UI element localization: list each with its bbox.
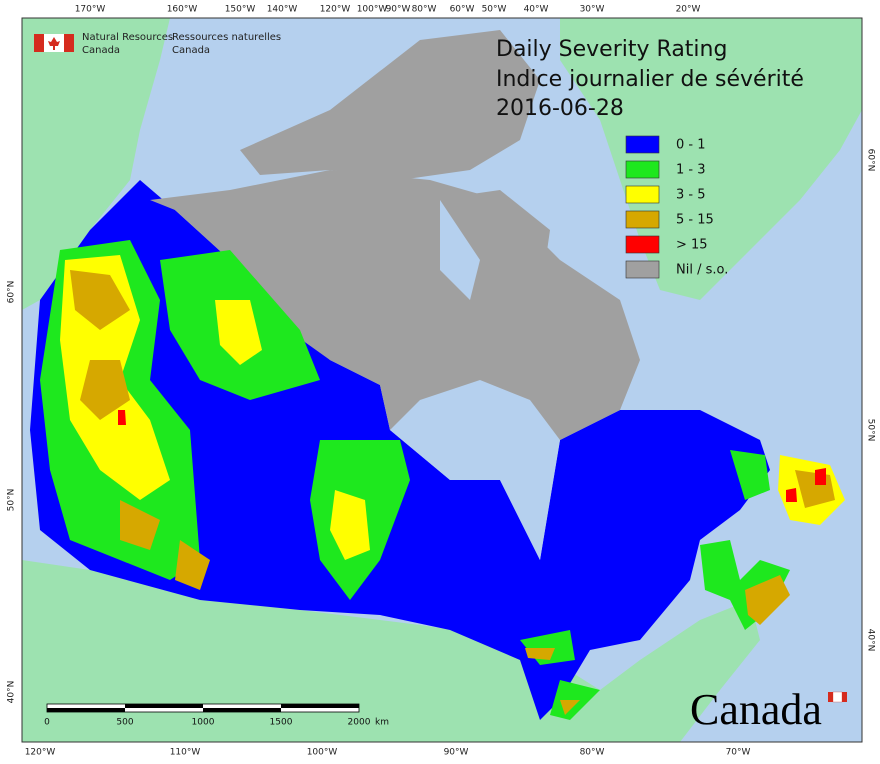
legend-label: 0 - 1 <box>676 138 706 153</box>
scale-bar-segment <box>203 708 281 712</box>
flag-bar <box>64 34 74 52</box>
scale-bar-segment <box>125 704 203 708</box>
patch-yellow-nwt <box>215 300 262 365</box>
longitude-label: 100°W <box>357 5 388 15</box>
wordmark-flag <box>842 692 847 702</box>
scale-tick-label: 500 <box>116 718 133 728</box>
patch-orange-maritimes <box>745 575 790 625</box>
longitude-label: 60°W <box>450 5 475 15</box>
org-fr: Canada <box>172 45 210 56</box>
greenland <box>560 18 862 300</box>
patch-green-labrador <box>730 450 770 500</box>
hudson-bay <box>390 380 560 560</box>
longitude-label: 120°W <box>25 748 56 758</box>
graticule-labels: 170°W 160°W 150°W 140°W 120°W 100°W90°W 80°W 60… <box>7 5 876 758</box>
longitude-label: 80°W <box>412 5 437 15</box>
wordmark-flag <box>828 692 833 702</box>
arctic-islands <box>240 30 540 180</box>
org-en: Canada <box>82 45 120 56</box>
patch-orange-south <box>525 648 580 715</box>
scale-tick-label: 0 <box>44 718 50 728</box>
legend-swatch <box>625 210 660 229</box>
legend-label: 1 - 3 <box>676 163 706 178</box>
longitude-label: 90°W <box>444 748 469 758</box>
longitude-label: 140°W <box>267 5 298 15</box>
patch-red-newfoundland <box>786 468 826 502</box>
longitude-label: 70°W <box>726 748 751 758</box>
scale-tick-label: 1000 <box>192 718 215 728</box>
patch-orange-bc <box>70 270 210 590</box>
longitude-label: 30°W <box>580 5 605 15</box>
legend-swatch <box>625 185 660 204</box>
longitude-label: 120°W <box>320 5 351 15</box>
org-en: Natural Resources <box>82 32 173 43</box>
longitude-label: 50°W <box>482 5 507 15</box>
longitude-label: 110°W <box>170 748 201 758</box>
legend-label: 3 - 5 <box>676 188 706 203</box>
longitude-label: 40°W <box>524 5 549 15</box>
latitude-label: 50°N <box>7 489 17 512</box>
org-fr: Ressources naturelles <box>172 32 281 43</box>
canada-wordmark: Canada <box>690 685 822 734</box>
latitude-label: 60°N <box>7 281 17 304</box>
government-logo: Natural Resources Canada Ressources natu… <box>34 32 281 56</box>
legend-swatch <box>625 135 660 154</box>
latitude-label: 40°N <box>866 629 876 652</box>
legend-swatch <box>625 260 660 279</box>
longitude-label: 20°W <box>676 5 701 15</box>
legend: 0 - 1 1 - 3 3 - 5 5 - 15 > 15 Nil / s.o. <box>625 135 728 279</box>
longitude-label: 160°W <box>167 5 198 15</box>
alaska <box>22 18 170 310</box>
longitude-label: 170°W <box>75 5 106 15</box>
legend-label: Nil / s.o. <box>676 263 728 278</box>
baffin <box>430 190 550 330</box>
scale-bar-segment <box>47 708 125 712</box>
flag-bar <box>34 34 44 52</box>
wordmark: Canada <box>690 685 847 734</box>
latitude-label: 40°N <box>7 681 17 704</box>
legend-swatch <box>625 235 660 254</box>
longitude-label: 150°W <box>225 5 256 15</box>
patch-yellow-prairie <box>330 490 370 560</box>
scale-tick-label: 1500 <box>270 718 293 728</box>
legend-label: 5 - 15 <box>676 213 714 228</box>
longitude-label: 100°W <box>307 748 338 758</box>
scale-tick-label: 2000 <box>348 718 371 728</box>
legend-swatch <box>625 160 660 179</box>
map-date: 2016-06-28 <box>496 96 624 121</box>
frame-border <box>21 17 863 743</box>
map-frame <box>21 17 863 743</box>
scale-bar-segment <box>281 704 359 708</box>
legend-label: > 15 <box>676 238 708 253</box>
longitude-label: 90°W <box>386 5 411 15</box>
longitude-label: 80°W <box>580 748 605 758</box>
channel <box>440 200 480 300</box>
scale-bar: 0 500 1000 1500 2000 km <box>44 703 389 728</box>
map-title: Daily Severity Rating <box>496 37 727 62</box>
map-subtitle: Indice journalier de sévérité <box>496 67 804 92</box>
latitude-label: 60°N <box>866 149 876 172</box>
maple-leaf <box>48 37 60 50</box>
patch-red-bc <box>118 410 126 425</box>
latitude-label: 50°N <box>866 419 876 442</box>
scale-unit: km <box>375 718 389 728</box>
wordmark-flag <box>832 691 843 703</box>
